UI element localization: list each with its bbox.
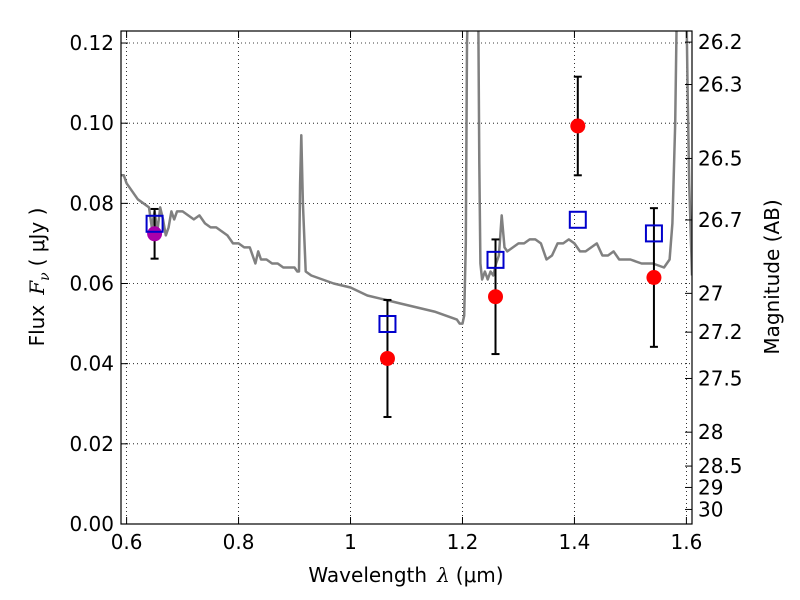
y-tick-label: 0.06 <box>69 272 114 296</box>
model-point <box>486 250 505 269</box>
spectrum-line <box>685 31 692 276</box>
y-tick-label: 0.00 <box>69 512 114 536</box>
magnitude-tick-label: 28.5 <box>698 454 743 478</box>
observed-point <box>147 226 163 242</box>
magnitude-tick-label: 27.2 <box>698 320 743 344</box>
x-tick-label: 1 <box>344 530 357 554</box>
plot-frame <box>120 30 693 525</box>
model-point <box>145 214 164 233</box>
magnitude-tick-label: 29 <box>698 475 723 499</box>
model-point <box>378 314 397 333</box>
spectrum-line <box>121 31 469 325</box>
observed-point <box>570 118 586 134</box>
x-tick-label: 0.8 <box>223 530 255 554</box>
magnitude-tick-label: 27 <box>698 281 723 305</box>
x-tick-label: 1.2 <box>447 530 479 554</box>
y-tick-label: 0.02 <box>69 432 114 456</box>
magnitude-tick-label: 26.3 <box>698 73 743 97</box>
y-axis-title: FluxFν( μJy ) <box>25 208 53 347</box>
magnitude-tick-label: 26.5 <box>698 146 743 170</box>
observed-point <box>646 270 662 285</box>
y-tick-label: 0.12 <box>69 31 114 55</box>
y-tick-label: 0.10 <box>69 111 114 135</box>
model-point <box>568 210 587 229</box>
model-spectrum <box>121 31 692 325</box>
magnitude-axis-title: Magnitude (AB) <box>760 199 784 354</box>
x-axis-title: Wavelength λ (μm) <box>308 563 503 587</box>
y-tick-label: 0.04 <box>69 352 114 376</box>
magnitude-tick-label: 28 <box>698 420 723 444</box>
y-axis-ticks: 0.00 0.02 0.04 0.06 0.08 0.10 0.12 <box>69 31 128 536</box>
x-tick-label: 1.4 <box>559 530 591 554</box>
magnitude-tick-label: 27.5 <box>698 366 743 390</box>
observed-point <box>488 289 504 305</box>
x-axis-ticks: 0.6 0.8 1 1.2 1.4 1.6 <box>111 31 702 554</box>
magnitude-tick-label: 26.2 <box>698 30 743 54</box>
x-tick-label: 0.6 <box>111 530 143 554</box>
data-markers <box>145 118 663 366</box>
x-tick-label: 1.6 <box>670 530 702 554</box>
spectrum-line <box>477 31 678 281</box>
magnitude-tick-label: 26.7 <box>698 208 743 232</box>
magnitude-tick-label: 30 <box>698 497 723 521</box>
y-tick-label: 0.08 <box>69 191 114 215</box>
model-point <box>644 224 663 243</box>
observed-point <box>379 350 395 366</box>
